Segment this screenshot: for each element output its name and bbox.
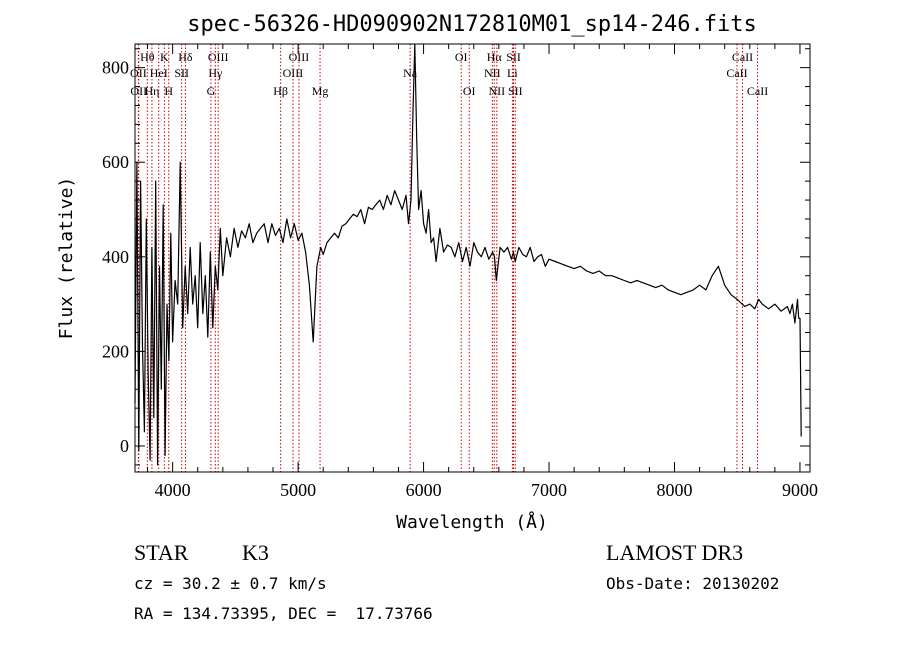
y-tick-label-3: 600 — [102, 152, 129, 172]
x-axis-label: Wavelength (Å) — [396, 511, 548, 533]
y-tick-label-1: 200 — [102, 341, 129, 361]
flux-series — [134, 43, 802, 466]
x-tick-label-2: 6000 — [406, 480, 442, 500]
marker-label-13: OIII — [289, 50, 310, 64]
plot-frame — [134, 43, 811, 473]
y-axis-ticks: 0 200 400 600 800 — [102, 48, 810, 466]
marker-label-9: OIII — [208, 50, 229, 64]
marker-label-20: NII — [484, 66, 501, 80]
marker-label-23: Li — [507, 66, 518, 80]
marker-label-18: OI — [463, 84, 476, 98]
object-subclass: K3 — [242, 540, 269, 565]
observation-date: Obs-Date: 20130202 — [606, 574, 780, 593]
marker-label-6: H — [164, 84, 173, 98]
marker-label-5: K — [160, 50, 169, 64]
survey-name: LAMOST DR3 — [606, 540, 744, 565]
marker-label-14: OIII — [283, 66, 304, 80]
marker-label-25: CaII — [726, 66, 747, 80]
marker-label-3: Hη — [144, 84, 159, 98]
x-tick-label-5: 9000 — [782, 480, 818, 500]
marker-label-27: CaII — [747, 84, 768, 98]
x-tick-label-3: 7000 — [531, 480, 567, 500]
x-tick-label-1: 5000 — [280, 480, 316, 500]
marker-label-8: SII — [174, 66, 189, 80]
marker-label-2: Hθ — [140, 50, 155, 64]
marker-label-19: Hα — [487, 50, 503, 64]
spectral-line-markers: OIIOIIHθHηHeIKHHδSIIOIIIHγGHβOIIIOIIIMgN… — [130, 44, 768, 472]
marker-label-21: NII — [489, 84, 506, 98]
x-tick-label-4: 8000 — [656, 480, 692, 500]
marker-label-17: OI — [455, 50, 468, 64]
ra-dec-coordinates: RA = 134.73395, DEC = 17.73766 — [134, 604, 433, 623]
marker-label-7: Hδ — [178, 50, 193, 64]
marker-label-24: SII — [508, 84, 523, 98]
object-class: STAR — [134, 540, 189, 565]
y-tick-label-4: 800 — [102, 58, 129, 78]
y-axis-label: Flux (relative) — [56, 177, 77, 340]
marker-label-11: G — [207, 84, 216, 98]
y-tick-label-2: 400 — [102, 247, 129, 267]
x-tick-label-0: 4000 — [155, 480, 191, 500]
x-axis-ticks: 4000 5000 6000 7000 8000 9000 — [147, 44, 818, 500]
marker-label-4: HeI — [150, 66, 168, 80]
marker-label-15: Mg — [312, 84, 329, 98]
marker-label-26: CaII — [732, 50, 753, 64]
marker-label-22: SII — [506, 50, 521, 64]
redshift-velocity: cz = 30.2 ± 0.7 km/s — [134, 574, 327, 593]
marker-label-12: Hβ — [273, 84, 288, 98]
marker-label-10: Hγ — [208, 66, 223, 80]
series-line-flux — [134, 43, 802, 466]
chart-title: spec-56326-HD090902N172810M01_sp14-246.f… — [187, 12, 757, 37]
y-tick-label-0: 0 — [120, 436, 129, 456]
